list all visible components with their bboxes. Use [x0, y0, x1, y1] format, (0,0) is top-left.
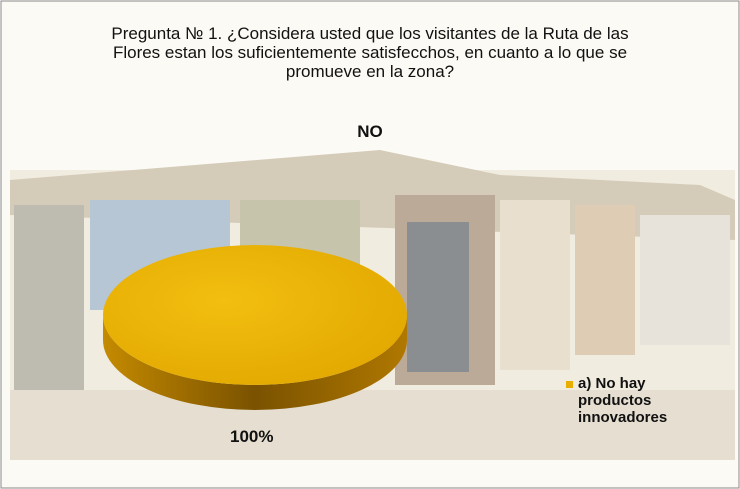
chart-title: Pregunta № 1. ¿Considera usted que los v… [111, 24, 629, 81]
legend-label: a) No hay productos innovadores [578, 375, 668, 426]
legend-marker [566, 381, 573, 388]
chart-subtitle: NO [357, 122, 383, 141]
data-label: 100% [230, 427, 274, 446]
pie-slice [103, 245, 407, 385]
pie-side [103, 315, 407, 410]
